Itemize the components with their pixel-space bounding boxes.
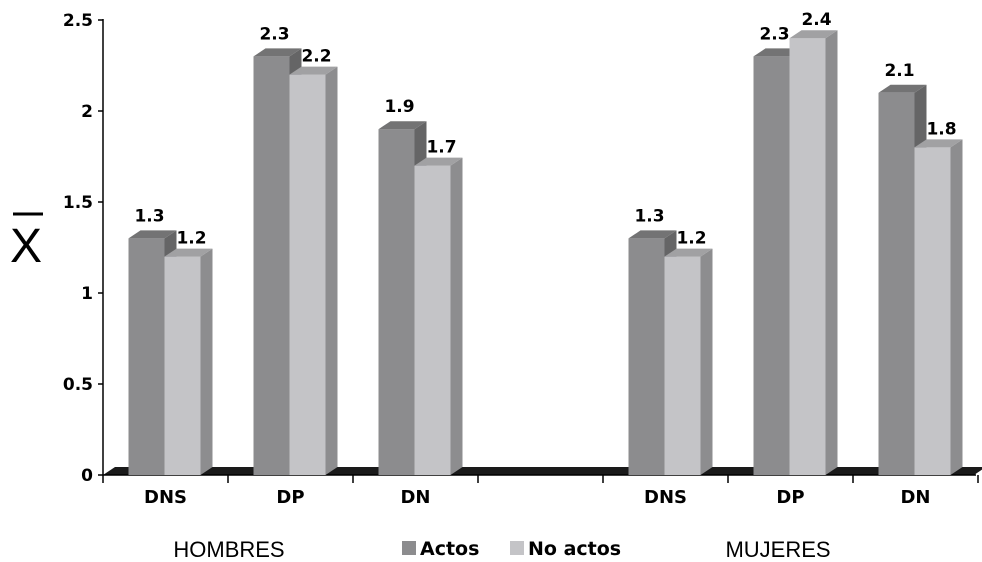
bar-top: [289, 66, 338, 75]
legend: Actos No actos: [402, 538, 621, 560]
bar-side: [825, 30, 838, 475]
data-label-no-actos: 2.2: [301, 47, 331, 67]
data-label-no-actos: 1.2: [176, 229, 206, 249]
floor-top: [103, 467, 982, 475]
x-category-label: DN: [400, 487, 430, 508]
y-tick-label: 1.5: [63, 193, 93, 213]
bar-top: [914, 139, 963, 148]
y-tick-label: 2.5: [63, 11, 93, 31]
bar-top: [164, 248, 213, 257]
data-label-actos: 1.3: [634, 206, 664, 226]
bar-top: [414, 157, 463, 166]
data-label-no-actos: 1.2: [676, 229, 706, 249]
legend-label-no-actos: No actos: [528, 538, 621, 560]
bar-hombres-dn-no-actos: [414, 157, 463, 475]
x-axis: DNS DP DN DNS DP DN: [102, 474, 979, 508]
bar-front: [128, 238, 165, 475]
x-category-label: DP: [276, 487, 304, 508]
bar-side: [200, 248, 213, 475]
bar-side: [450, 157, 463, 475]
bar-mujeres-dns-no-actos: [664, 248, 713, 475]
bar-mujeres-dn-no-actos: [914, 139, 963, 475]
y-tick-label: 0: [81, 466, 93, 486]
bar-side: [325, 66, 338, 475]
bar-side: [950, 139, 963, 475]
y-axis: 0 0.5 1 1.5 2 2.5: [63, 11, 104, 486]
bar-front: [664, 256, 701, 475]
x-category-label: DNS: [644, 487, 687, 508]
bars: [128, 30, 963, 476]
group-label-hombres: HOMBRES: [173, 537, 284, 562]
bar-top: [253, 48, 302, 57]
bar-front: [164, 256, 201, 475]
x-category-label: DNS: [144, 487, 187, 508]
bar-top: [628, 230, 677, 239]
data-label-actos: 2.1: [884, 61, 914, 81]
bar-top: [789, 30, 838, 39]
bar-front: [289, 74, 326, 475]
bar-front: [414, 165, 451, 475]
data-label-actos: 2.3: [759, 24, 789, 44]
y-tick-label: 0.5: [63, 375, 93, 395]
bar-front: [753, 56, 790, 476]
bar-top: [664, 248, 713, 257]
x-category-label: DP: [776, 487, 804, 508]
bar-front: [914, 147, 951, 475]
data-labels: 1.3 1.2 2.3 2.2 1.9 1.7 1.3 1.2 2.3 2.4 2.1 1.8: [134, 10, 956, 248]
data-label-actos: 2.3: [259, 24, 289, 44]
bar-front: [253, 56, 290, 476]
data-label-no-actos: 1.7: [426, 138, 456, 158]
bar-front: [878, 92, 915, 476]
bar-top: [378, 121, 427, 130]
y-tick-label: 1: [81, 284, 93, 304]
bar-side: [700, 248, 713, 475]
y-tick-label: 2: [81, 102, 93, 122]
y-axis-label: X: [10, 220, 42, 273]
chart-floor: [103, 467, 982, 475]
legend-swatch-actos: [402, 541, 416, 555]
data-label-actos: 1.3: [134, 206, 164, 226]
bar-front: [789, 38, 826, 475]
bar-mujeres-dp-no-actos: [789, 30, 838, 475]
legend-swatch-no-actos: [510, 541, 524, 555]
bar-front: [378, 129, 415, 475]
group-label-mujeres: MUJERES: [725, 537, 830, 562]
bar-top: [128, 230, 177, 239]
x-category-label: DN: [900, 487, 930, 508]
data-label-actos: 1.9: [384, 97, 414, 117]
data-label-no-actos: 1.8: [926, 119, 956, 139]
bar-hombres-dp-no-actos: [289, 66, 338, 475]
bar-front: [628, 238, 665, 475]
bar-top: [878, 84, 927, 93]
data-label-no-actos: 2.4: [801, 10, 831, 30]
legend-label-actos: Actos: [420, 538, 479, 560]
bar-hombres-dns-no-actos: [164, 248, 213, 475]
